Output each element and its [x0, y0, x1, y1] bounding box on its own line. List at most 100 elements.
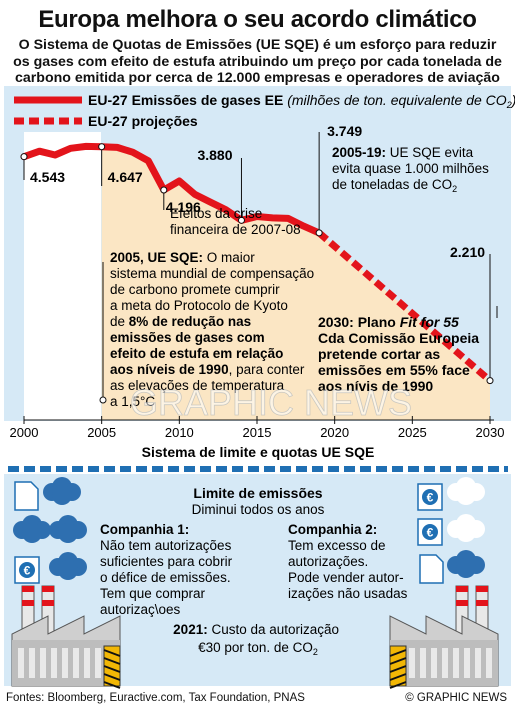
annotation-2005-run: 2005, UE SQE: [110, 250, 203, 265]
annotation-2005-run: a 1,5°C [110, 394, 155, 409]
factory-window [29, 648, 35, 678]
chimney-stripe [456, 586, 468, 592]
document-icon [14, 481, 39, 511]
factory-left-illustration [11, 585, 121, 689]
company-2-text: Companhia 2: Tem excesso de autorizações… [288, 522, 408, 601]
annotation-2005-run: aos níveis de 1990 [110, 362, 229, 377]
cloud-icon [447, 550, 485, 578]
data-label: 4.196 [166, 199, 201, 215]
cap-subtitle: Diminui todos os anos [192, 502, 325, 517]
crisis-annotation: Efeitos da crise financeira de 2007-08 [170, 206, 301, 237]
factory-window [486, 648, 492, 678]
door-stripe [103, 665, 121, 673]
data-point [486, 377, 494, 385]
cloud-icon [43, 477, 81, 505]
annotation-2005-run: emissões de gases com [110, 330, 265, 345]
data-point [315, 229, 323, 237]
factory-window [62, 648, 68, 678]
data-point [20, 153, 28, 161]
factory-window [73, 648, 79, 678]
data-point [160, 186, 168, 194]
data-label: 2.210 [450, 244, 485, 260]
annotation-2005-run: as elevações de temperatura [110, 378, 285, 393]
factory-window [84, 648, 90, 678]
chimney-stripe [456, 600, 468, 606]
factory-window [18, 648, 24, 678]
door-stripe [103, 649, 121, 657]
door-stripe [389, 657, 407, 665]
annotation-2005-run: O maior [203, 250, 255, 265]
factory-window [475, 648, 481, 678]
factory-window [409, 648, 415, 678]
period-shade-area [101, 146, 491, 420]
permit-icons-left: € [13, 477, 87, 584]
sources: Fontes: Bloomberg, Euractive.com, Tax Fo… [6, 692, 305, 704]
euro-permit-icon: € [14, 556, 40, 584]
subtitle-line: os gases com efeito de estufa atribuindo… [13, 53, 502, 70]
chimney-stripe [42, 600, 54, 606]
price-text: 2021: Custo da autorização €30 por ton. … [173, 622, 343, 657]
data-label: 4.647 [108, 169, 143, 185]
annotation-2005-run: sistema mundial de compensação [110, 266, 314, 281]
door-stripe [103, 673, 121, 681]
annotation-2005-run: 8% de redução nas [129, 314, 251, 329]
data-label: 4.543 [30, 169, 65, 185]
chimney-stripe [22, 586, 34, 592]
chimney-stripe [22, 600, 34, 606]
cap-title: Limite de emissões [193, 485, 322, 501]
data-point [237, 216, 245, 224]
company-1-text: Companhia 1: Não tem autorizações sufici… [100, 522, 236, 617]
document-icon [419, 554, 444, 584]
watermark: GRAPHIC NEWS [130, 382, 412, 423]
factory-window [420, 648, 426, 678]
factory-window [442, 648, 448, 678]
data-point [98, 143, 106, 151]
door-stripe [389, 649, 407, 657]
annotation-2005-run: de [110, 314, 129, 329]
door-stripe [389, 665, 407, 673]
x-tick-label: 2005 [87, 425, 116, 440]
subtitle-line: O Sistema de Quotas de Emissões (UE SQE)… [18, 37, 497, 53]
system-title: Sistema de limite e quotas UE SQE [142, 444, 375, 460]
factory-window [431, 648, 437, 678]
data-label: 3.749 [327, 123, 362, 139]
factory-window [464, 648, 470, 678]
chimney-stripe [476, 600, 488, 606]
page-title: Europa melhora o seu acordo climático [38, 6, 477, 33]
annotation-2005-run: a meta do Protocolo de Kyoto [110, 298, 288, 313]
factory-window [51, 648, 57, 678]
chimney-stripe [476, 586, 488, 592]
credit: © GRAPHIC NEWS [405, 692, 507, 704]
euro-permit-icon: € [417, 518, 443, 546]
euro-permit-icon: € [417, 483, 443, 511]
projection-series-line [316, 230, 493, 384]
annotation-2005-19: 2005-19: UE SQE evita evita quase 1.000 … [332, 145, 493, 194]
x-tick-label: 2025 [398, 425, 427, 440]
door-stripe [389, 673, 407, 681]
factory [11, 585, 121, 689]
legend-projection: EU-27 projeções [88, 113, 198, 129]
x-tick-label: 2010 [165, 425, 194, 440]
factory-right-illustration [389, 585, 499, 689]
annotation-2005-run: , para conter [229, 362, 305, 377]
annotation-2005-run: efeito de estufa em relação [110, 346, 283, 361]
annotation-2005-dot [99, 396, 107, 404]
x-tick-label: 2015 [243, 425, 272, 440]
factory-window [453, 648, 459, 678]
door-stripe [103, 681, 121, 689]
x-tick-label: 2030 [476, 425, 505, 440]
factory [389, 585, 499, 689]
euro-symbol: € [24, 564, 31, 578]
annotation-2030: 2030: Plano Fit for 55 Cda Comissão Euro… [318, 314, 483, 394]
cloud-icon [13, 515, 51, 543]
x-tick-label: 2000 [10, 425, 39, 440]
legend-emissions: EU-27 Emissões de gases EE (milhões de t… [88, 92, 515, 110]
cloud-icon [49, 552, 87, 580]
cloud-icon [447, 514, 485, 542]
emissions-series-line [20, 142, 323, 237]
factory-window [40, 648, 46, 678]
subtitle-line: carbono emitida por cerca de 12.000 empr… [15, 70, 500, 86]
factory-window [95, 648, 101, 678]
chimney-stripe [42, 586, 54, 592]
